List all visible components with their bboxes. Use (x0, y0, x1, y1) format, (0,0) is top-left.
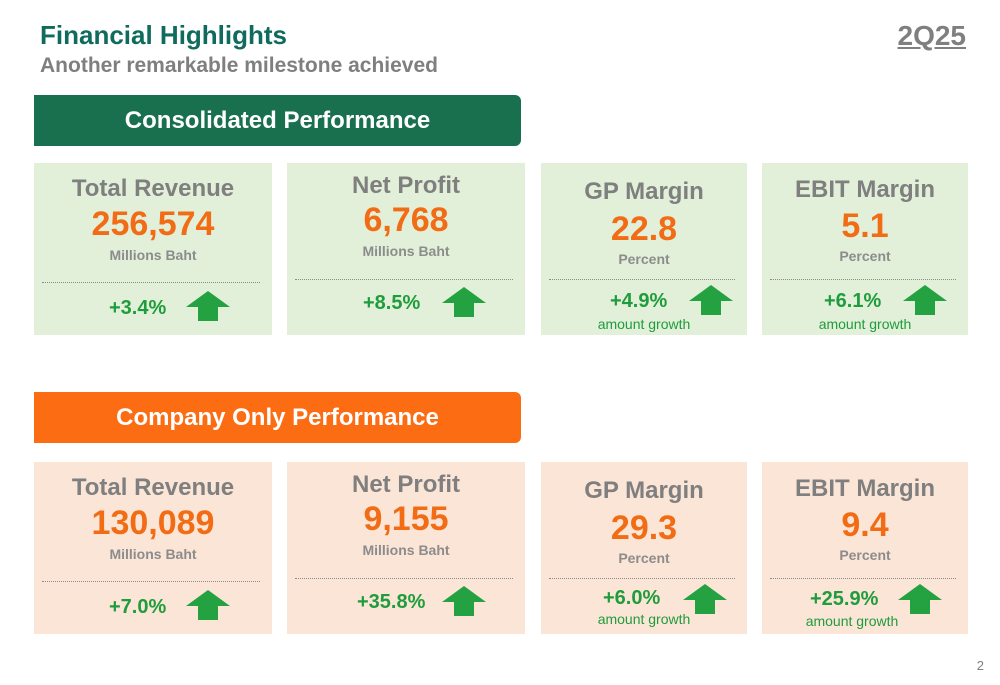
card-value: 29.3 (610, 509, 678, 547)
card-unit: Millions Baht (109, 546, 197, 562)
consolidated-banner: Consolidated Performance (34, 95, 521, 146)
divider (295, 279, 513, 280)
growth-value: +7.0% (109, 596, 167, 618)
divider (770, 578, 956, 579)
card-title: Net Profit (352, 172, 460, 199)
divider (549, 279, 735, 280)
up-arrow-icon (442, 586, 486, 616)
card-title: Total Revenue (71, 474, 235, 501)
period-label: 2Q25 (897, 20, 967, 51)
consolidated-net-profit-card: Net Profit 6,768 Millions Baht +8.5% (287, 163, 525, 335)
growth-value: +8.5% (363, 292, 421, 314)
card-title: GP Margin (584, 477, 704, 504)
divider (42, 282, 260, 283)
card-value: 9.4 (841, 506, 889, 544)
growth-value: +4.9% (610, 290, 668, 312)
up-arrow-icon (186, 291, 230, 321)
growth-note: amount growth (597, 316, 691, 332)
card-value: 5.1 (841, 207, 889, 245)
card-unit: Percent (839, 248, 891, 264)
consolidated-total-revenue-card: Total Revenue 256,574 Millions Baht +3.4… (34, 163, 272, 335)
card-title: Total Revenue (71, 175, 235, 202)
company-net-profit-card: Net Profit 9,155 Millions Baht +35.8% (287, 462, 525, 634)
growth-value: +25.9% (810, 588, 879, 610)
growth-note: amount growth (818, 316, 912, 332)
up-arrow-icon (442, 287, 486, 317)
divider (549, 578, 735, 579)
divider (42, 581, 260, 582)
card-unit: Percent (618, 251, 670, 267)
divider (770, 279, 956, 280)
growth-value: +6.1% (824, 290, 882, 312)
consolidated-ebit-margin-card: EBIT Margin 5.1 Percent +6.1% amount gro… (762, 163, 968, 335)
up-arrow-icon (689, 285, 733, 315)
up-arrow-icon (186, 590, 230, 620)
card-unit: Millions Baht (109, 247, 197, 263)
card-title: EBIT Margin (794, 475, 935, 502)
growth-note: amount growth (805, 613, 899, 629)
card-value: 256,574 (91, 205, 215, 243)
card-value: 6,768 (363, 201, 449, 239)
growth-note: amount growth (597, 611, 691, 627)
up-arrow-icon (683, 584, 727, 614)
growth-value: +6.0% (603, 587, 661, 609)
company-ebit-margin-card: EBIT Margin 9.4 Percent +25.9% amount gr… (762, 462, 968, 634)
card-unit: Percent (839, 547, 891, 563)
page-number: 2 (976, 658, 984, 673)
card-value: 130,089 (91, 504, 215, 542)
growth-value: +3.4% (109, 297, 167, 319)
page-subtitle: Another remarkable milestone achieved (40, 54, 438, 77)
company-gp-margin-card: GP Margin 29.3 Percent +6.0% amount grow… (541, 462, 747, 634)
up-arrow-icon (903, 285, 947, 315)
card-value: 22.8 (610, 210, 678, 248)
company-only-banner: Company Only Performance (34, 392, 521, 443)
company-total-revenue-card: Total Revenue 130,089 Millions Baht +7.0… (34, 462, 272, 634)
up-arrow-icon (898, 584, 942, 614)
card-title: EBIT Margin (794, 176, 935, 203)
card-unit: Millions Baht (362, 243, 450, 259)
card-value: 9,155 (363, 500, 449, 538)
growth-value: +35.8% (357, 591, 426, 613)
page-title: Financial Highlights (40, 20, 288, 50)
card-unit: Percent (618, 550, 670, 566)
divider (295, 578, 513, 579)
consolidated-gp-margin-card: GP Margin 22.8 Percent +4.9% amount grow… (541, 163, 747, 335)
card-title: GP Margin (584, 178, 704, 205)
card-title: Net Profit (352, 471, 460, 498)
card-unit: Millions Baht (362, 542, 450, 558)
